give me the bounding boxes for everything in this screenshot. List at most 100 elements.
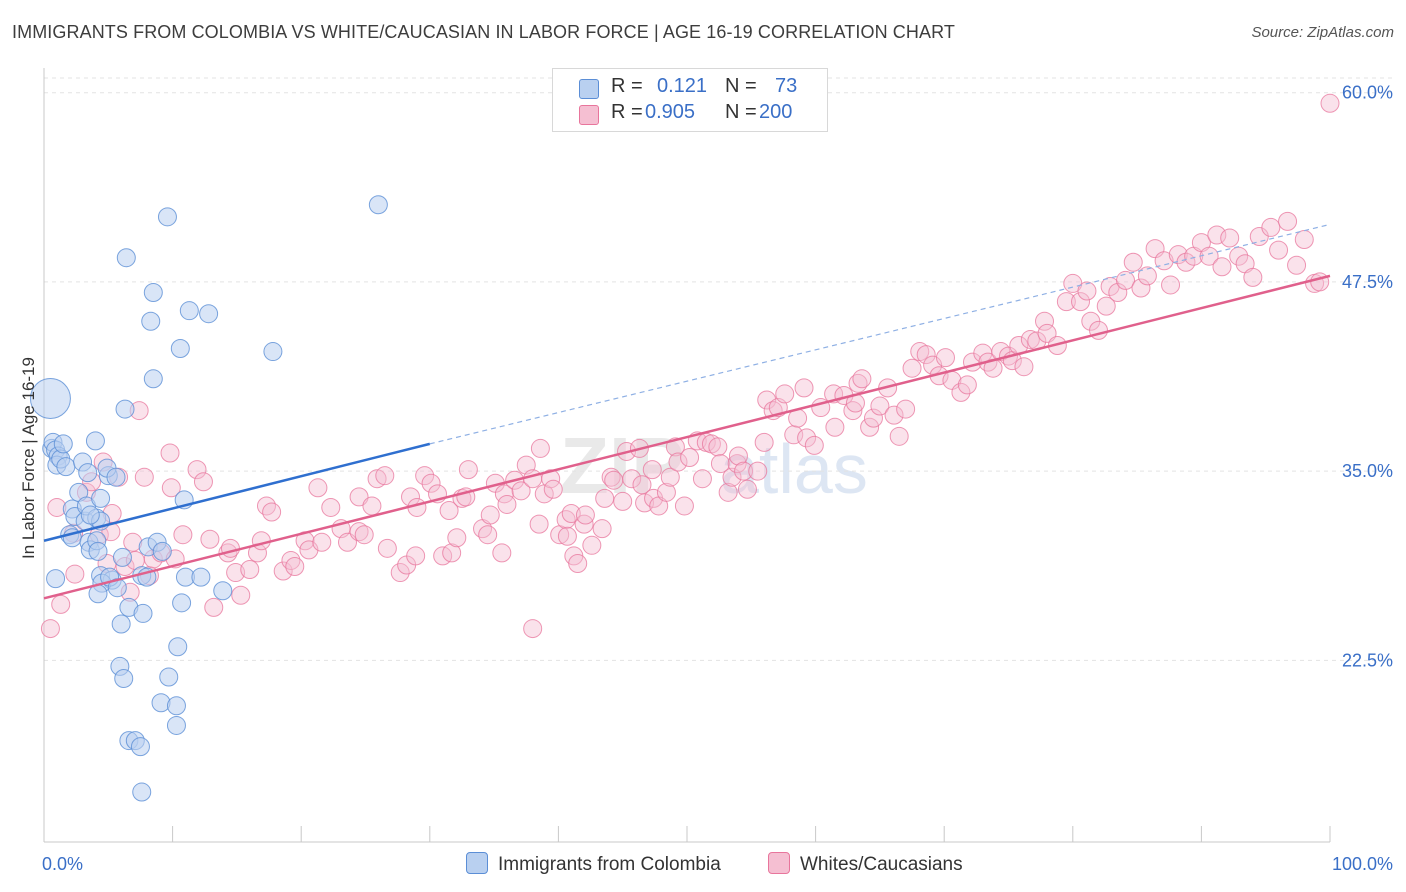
- whites-caucasians-point: [896, 399, 916, 419]
- whites-caucasians-point: [680, 448, 700, 468]
- whites-caucasians-point: [1096, 296, 1116, 316]
- chart-title: IMMIGRANTS FROM COLOMBIA VS WHITE/CAUCAS…: [12, 22, 955, 42]
- legend-swatch-pink: [579, 105, 599, 125]
- whites-caucasians-point: [308, 478, 328, 498]
- whites-caucasians-point: [794, 378, 814, 398]
- colombia-point: [133, 603, 153, 623]
- colombia-trend-line: [43, 442, 431, 542]
- whites-caucasians-point: [951, 382, 971, 402]
- whites-caucasians-point: [173, 525, 193, 545]
- whites-caucasians-point: [529, 514, 549, 534]
- whites-caucasians-point: [1320, 93, 1340, 113]
- whites-caucasians-point: [718, 482, 738, 502]
- whites-caucasians-point: [601, 467, 621, 487]
- whites-caucasians-point: [870, 396, 890, 416]
- whites-caucasians-point: [1020, 329, 1040, 349]
- whites-caucasians-point: [775, 384, 795, 404]
- bottom-legend-colombia[interactable]: Immigrants from Colombia: [466, 852, 721, 876]
- whites-caucasians-point: [860, 417, 880, 437]
- whites-caucasians-point: [240, 560, 260, 580]
- whites-caucasians-point: [523, 469, 543, 489]
- colombia-point: [91, 488, 111, 508]
- colombia-point: [78, 463, 98, 483]
- bottom-legend-whites[interactable]: Whites/Caucasians: [768, 852, 963, 876]
- colombia-point: [213, 581, 233, 601]
- whites-caucasians-point: [40, 619, 60, 639]
- trend-lines: [43, 223, 1331, 600]
- whites-caucasians-point: [1278, 211, 1298, 231]
- whites-caucasians-point: [1014, 357, 1034, 377]
- whites-caucasians-point: [492, 543, 512, 563]
- whites-caucasians-point: [642, 460, 662, 480]
- whites-caucasians-point: [843, 401, 863, 421]
- whites-caucasians-point: [1161, 275, 1181, 295]
- colombia-point: [151, 693, 171, 713]
- colombia-point: [56, 457, 76, 477]
- whites-caucasians-point: [367, 469, 387, 489]
- whites-caucasians-point: [595, 488, 615, 508]
- whites-caucasians-point: [1154, 251, 1174, 271]
- whites-caucasians-point: [375, 466, 395, 486]
- colombia-points: [29, 195, 388, 802]
- colombia-point: [88, 541, 108, 561]
- source-label[interactable]: Source: ZipAtlas.com: [1251, 24, 1394, 41]
- whites-caucasians-point: [362, 496, 382, 516]
- whites-caucasians-point: [442, 543, 462, 563]
- colombia-point: [168, 637, 188, 657]
- whites-caucasians-point: [604, 470, 624, 490]
- legend-n-value: 73: [775, 75, 798, 97]
- whites-caucasians-point: [312, 532, 332, 552]
- whites-caucasians-point: [754, 432, 774, 452]
- whites-caucasians-point: [734, 461, 754, 481]
- axes: [43, 68, 1331, 843]
- colombia-point: [172, 593, 192, 613]
- colombia-point: [111, 614, 131, 634]
- colombia-point: [143, 283, 163, 303]
- whites-caucasians-point: [1294, 230, 1314, 250]
- colombia-point: [115, 399, 135, 419]
- whites-caucasians-point: [226, 563, 246, 583]
- whites-caucasians-point: [957, 375, 977, 395]
- whites-caucasians-point: [935, 348, 955, 368]
- whites-caucasians-point: [262, 502, 282, 522]
- bottom-legend-colombia-label: Immigrants from Colombia: [498, 854, 721, 875]
- colombia-point: [199, 304, 219, 324]
- whites-caucasians-point: [281, 550, 301, 570]
- whites-caucasians-point: [200, 529, 220, 549]
- colombia-point: [85, 431, 105, 451]
- whites-caucasians-point: [660, 467, 680, 487]
- whites-caucasians-point: [160, 443, 180, 463]
- whites-caucasians-point: [710, 454, 730, 474]
- whites-caucasians-point: [220, 538, 240, 558]
- whites-caucasians-point: [656, 482, 676, 502]
- whites-caucasians-point: [478, 525, 498, 545]
- whites-caucasians-point: [65, 564, 85, 584]
- colombia-point: [170, 339, 190, 359]
- whites-caucasians-points: [40, 93, 1340, 639]
- watermark-zip: ZIP: [560, 421, 684, 510]
- whites-caucasians-point: [447, 528, 467, 548]
- whites-caucasians-point: [523, 619, 543, 639]
- bottom-legend-swatch-blue: [466, 852, 488, 874]
- whites-caucasians-point: [1212, 257, 1232, 277]
- whites-caucasians-point: [916, 345, 936, 365]
- whites-caucasians-point: [1035, 311, 1055, 331]
- whites-caucasians-point: [415, 466, 435, 486]
- colombia-point: [130, 737, 150, 757]
- colombia-point: [157, 207, 177, 227]
- whites-caucasians-point: [1168, 245, 1188, 265]
- correlation-legend: R = 0.121 N = 73 R = 0.905 N = 200: [552, 68, 828, 132]
- colombia-point: [191, 567, 211, 587]
- whites-caucasians-point: [852, 369, 872, 389]
- whites-caucasians-point: [1287, 255, 1307, 275]
- whites-caucasians-point: [889, 426, 909, 446]
- legend-n-label: N =: [725, 101, 757, 123]
- bottom-legend-whites-label: Whites/Caucasians: [800, 854, 963, 875]
- whites-caucasians-point: [632, 475, 652, 495]
- whites-caucasians-point: [1137, 266, 1157, 286]
- whites-caucasians-point: [1243, 267, 1263, 287]
- tick-labels: 22.5% 35.0% 47.5% 60.0% 0.0% 100.0%: [42, 83, 1393, 874]
- whites-caucasians-point: [613, 491, 633, 511]
- whites-caucasians-point: [884, 405, 904, 425]
- colombia-point: [132, 782, 152, 802]
